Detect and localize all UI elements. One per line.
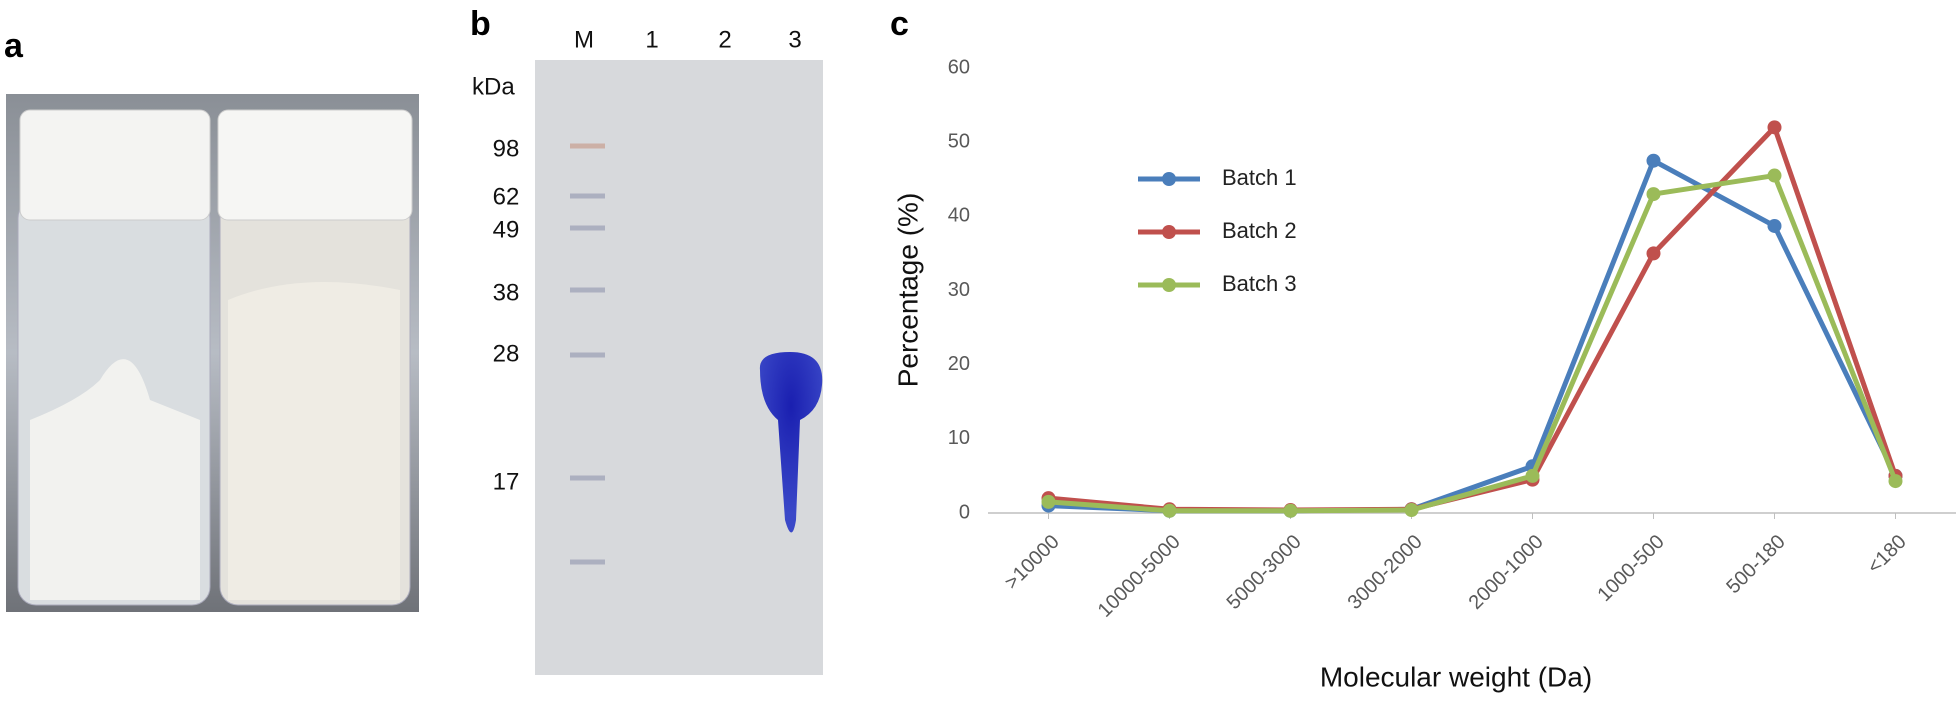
data-point — [1041, 494, 1056, 509]
x-tick-label: >10000 — [1001, 531, 1064, 594]
y-tick-label: 0 — [959, 501, 970, 523]
data-point — [1767, 120, 1782, 135]
unit-label: kDa — [472, 73, 515, 100]
data-point — [1404, 503, 1419, 518]
series-line — [1048, 158, 1898, 514]
lane-label: 1 — [645, 26, 658, 53]
panel-label: a — [4, 27, 24, 65]
y-tick-label: 30 — [948, 279, 970, 301]
y-tick-label: 40 — [948, 205, 970, 227]
data-point — [1888, 474, 1903, 489]
legend-marker — [1162, 172, 1176, 186]
data-point — [1646, 153, 1661, 168]
photo — [6, 94, 419, 612]
y-tick-label: 50 — [948, 130, 970, 152]
x-tick-label: <180 — [1863, 531, 1910, 578]
panel-label: b — [470, 5, 491, 43]
legend-label: Batch 1 — [1222, 165, 1297, 190]
marker-label: 28 — [493, 340, 520, 367]
x-tick-label: 2000-1000 — [1465, 531, 1548, 614]
data-point — [1767, 168, 1782, 183]
data-point — [1646, 246, 1661, 261]
y-tick-label: 10 — [948, 427, 970, 449]
y-tick-label: 60 — [948, 56, 970, 78]
marker-label: 38 — [493, 279, 520, 306]
marker-label: 49 — [493, 216, 520, 243]
x-tick-label: 10000-5000 — [1094, 531, 1185, 622]
x-tick-label: 1000-500 — [1593, 531, 1668, 606]
series-line — [1048, 173, 1898, 514]
x-axis-title: Molecular weight (Da) — [1320, 661, 1592, 692]
marker-label: 98 — [493, 135, 520, 162]
x-tick-label: 5000-3000 — [1223, 531, 1306, 614]
legend-marker — [1162, 225, 1176, 239]
data-point — [1767, 218, 1782, 233]
data-point — [1162, 503, 1177, 518]
legend-marker — [1162, 278, 1176, 292]
data-point — [1283, 503, 1298, 518]
marker-label: 62 — [493, 183, 520, 210]
x-tick-label: 3000-2000 — [1344, 531, 1427, 614]
y-axis-title: Percentage (%) — [892, 193, 923, 388]
lane-label: 3 — [788, 26, 801, 53]
data-point — [1646, 187, 1661, 202]
legend-label: Batch 2 — [1222, 218, 1297, 243]
legend-label: Batch 3 — [1222, 271, 1297, 296]
lane-label: 2 — [718, 26, 731, 53]
panel-label: c — [890, 5, 909, 43]
y-tick-label: 20 — [948, 353, 970, 375]
lane-label: M — [574, 26, 594, 53]
data-point — [1525, 468, 1540, 483]
marker-label: 17 — [493, 468, 520, 495]
x-tick-label: 500-180 — [1722, 531, 1789, 598]
gel — [535, 60, 823, 675]
series-line — [1048, 124, 1898, 513]
